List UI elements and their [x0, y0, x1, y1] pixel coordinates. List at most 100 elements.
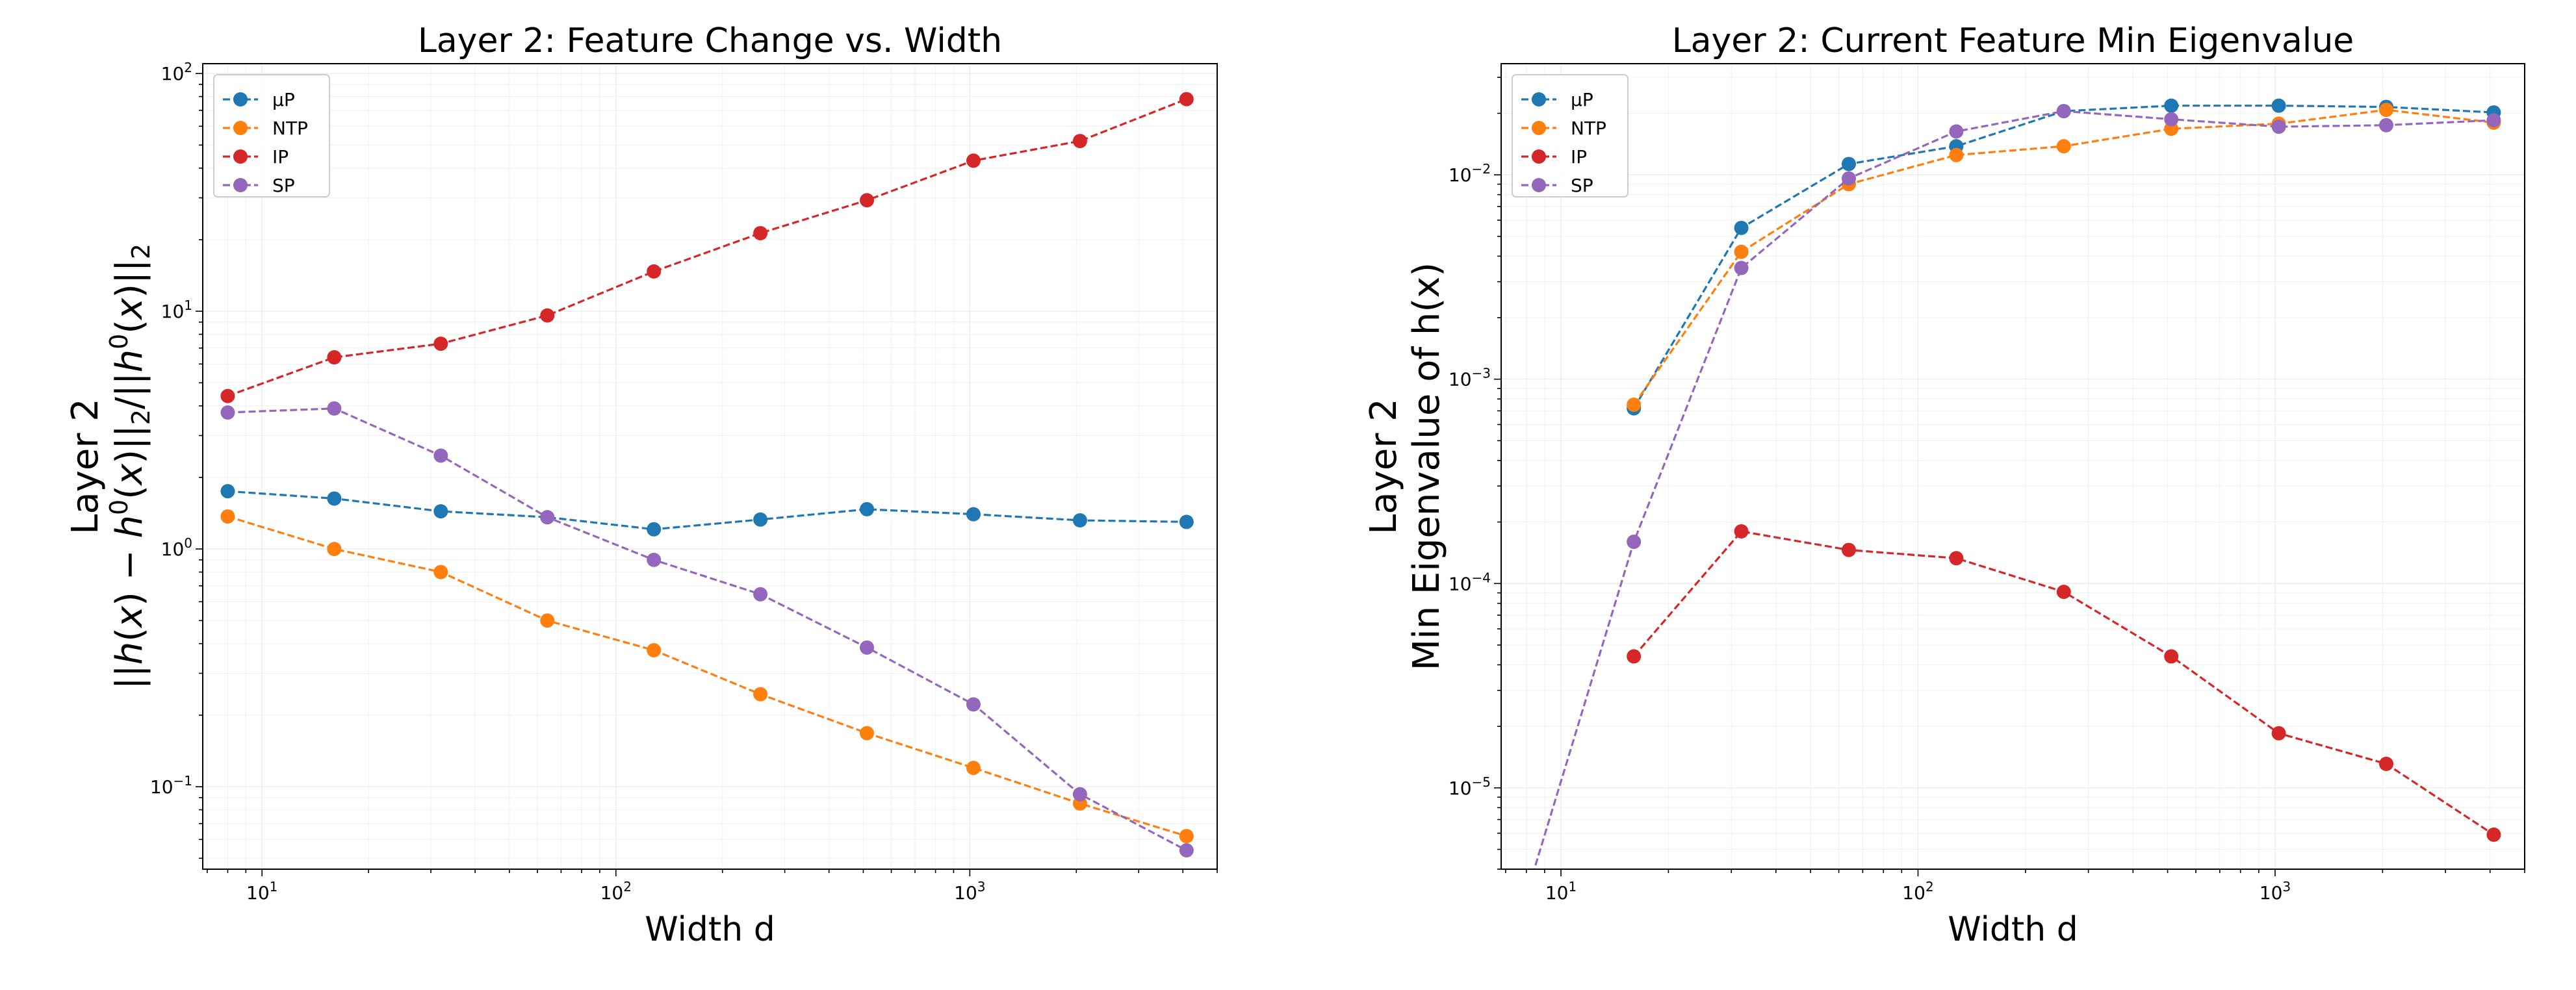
y-tick-label-base: 10	[1449, 778, 1472, 799]
data-point	[647, 264, 662, 279]
legend-label: NTP	[272, 118, 308, 139]
x-tick-label-base: 10	[600, 882, 624, 904]
data-point	[860, 501, 875, 516]
legend: μP NTP IP SP	[213, 74, 330, 197]
y-tick-label-exponent: −2	[1472, 161, 1491, 177]
data-point	[327, 350, 342, 365]
data-point	[2056, 104, 2071, 119]
data-point	[220, 388, 235, 403]
data-point	[1072, 134, 1087, 149]
y-axis-label-part: ) −	[109, 538, 151, 605]
data-point	[1734, 220, 1749, 235]
series-SP	[1533, 104, 2501, 869]
y-axis-label-part: h	[109, 515, 151, 539]
series-line	[227, 490, 1187, 531]
x-tick-label-exponent: 1	[1568, 879, 1577, 895]
data-point	[2379, 118, 2394, 133]
legend: μP NTP IP SP	[1512, 74, 1629, 197]
y-tick-label-base: 10	[161, 539, 185, 560]
data-point	[2271, 120, 2286, 134]
y-axis-label-line2: Min Eigenvalue of h(x)	[1406, 262, 1448, 670]
legend-item: SP	[1521, 175, 1593, 196]
legend-label: IP	[272, 146, 289, 168]
plot-frame	[202, 63, 1218, 870]
data-point	[2164, 112, 2179, 127]
series-line	[227, 515, 1187, 837]
data-point	[2056, 139, 2071, 154]
series-line	[1632, 530, 2495, 836]
y-axis-label-part: )||	[109, 259, 151, 298]
x-tick-label: 102	[600, 879, 632, 904]
data-point	[1949, 124, 1964, 139]
x-tick-label-exponent: 2	[623, 879, 632, 895]
plot-area	[220, 92, 1194, 858]
data-point	[540, 613, 555, 628]
x-tick-label-exponent: 1	[270, 879, 278, 895]
legend-marker	[233, 178, 248, 192]
y-tick-label-exponent: 1	[184, 298, 192, 313]
data-point	[327, 542, 342, 557]
data-point	[1734, 260, 1749, 275]
x-tick-label: 103	[954, 879, 985, 904]
y-axis-label: Layer 2||h(x) − h0(x)||2/||h0(x)||2	[64, 244, 155, 689]
data-point	[327, 401, 342, 416]
legend-marker	[1532, 121, 1546, 135]
x-axis-label: Width d	[1948, 910, 2078, 949]
x-tick-label: 103	[2260, 879, 2291, 904]
legend-item: NTP	[223, 118, 308, 139]
legend-label: μP	[272, 89, 295, 110]
legend-item: μP	[223, 89, 295, 110]
y-axis-label-part: )||	[109, 425, 151, 464]
legend-box	[1512, 74, 1629, 197]
data-point	[2379, 756, 2394, 771]
data-point	[647, 552, 662, 567]
legend-box	[213, 74, 330, 197]
y-tick-label: 10−2	[1449, 161, 1491, 186]
data-point	[433, 565, 448, 579]
data-point	[753, 225, 768, 240]
y-tick-label-exponent: −5	[1472, 774, 1491, 790]
y-axis-label-part: (	[109, 628, 151, 642]
y-tick-label-base: 10	[161, 301, 185, 322]
y-tick-label-base: 10	[1449, 369, 1472, 390]
y-tick-label-exponent: −3	[1472, 366, 1491, 381]
data-point	[1072, 513, 1087, 527]
data-point	[1734, 524, 1749, 539]
data-point	[1179, 514, 1194, 529]
grid	[203, 64, 1218, 869]
y-axis-label-part: 2	[127, 409, 155, 425]
y-axis-label-part: (	[109, 320, 151, 334]
y-axis-label-part: h	[109, 349, 151, 373]
series-IP	[220, 92, 1194, 403]
y-axis-label-part: x	[109, 298, 151, 321]
grid	[1501, 64, 2525, 870]
y-axis-label-line2: ||h(x) − h0(x)||2/||h0(x)||2	[105, 244, 155, 689]
data-point	[2271, 98, 2286, 113]
y-axis-label-part: 0	[105, 500, 133, 515]
chart-title: Layer 2: Feature Change vs. Width	[418, 21, 1002, 60]
series-NTP	[220, 509, 1194, 844]
data-point	[433, 336, 448, 351]
data-point	[2271, 726, 2286, 741]
data-point	[540, 510, 555, 525]
x-tick-label: 101	[1545, 879, 1577, 904]
series-line	[1533, 110, 2494, 869]
data-point	[860, 726, 875, 741]
y-tick-label-base: 10	[1449, 573, 1472, 594]
data-point	[2379, 103, 2394, 118]
data-point	[860, 193, 875, 208]
data-point	[1072, 787, 1087, 802]
data-point	[1179, 829, 1194, 844]
data-point	[966, 507, 981, 522]
legend-label: SP	[1571, 175, 1593, 196]
y-axis-label-part: x	[109, 605, 151, 629]
data-point	[1734, 244, 1749, 259]
y-tick-label-base: 10	[150, 776, 174, 798]
data-point	[753, 687, 768, 702]
legend-marker	[1532, 149, 1546, 164]
x-tick-label: 101	[246, 879, 277, 904]
data-point	[2164, 98, 2179, 113]
series-NTP	[1627, 103, 2501, 412]
